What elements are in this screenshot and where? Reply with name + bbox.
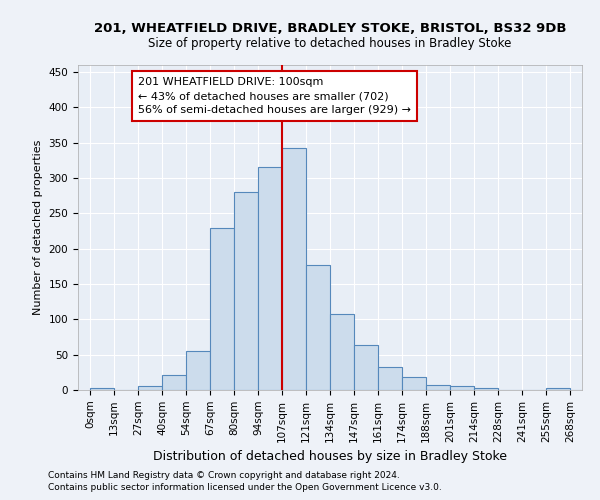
Bar	[330, 314, 354, 390]
Y-axis label: Number of detached properties: Number of detached properties	[33, 140, 43, 315]
Bar	[258, 168, 282, 390]
Bar	[354, 346, 378, 390]
Bar	[306, 265, 330, 390]
Text: Contains public sector information licensed under the Open Government Licence v3: Contains public sector information licen…	[48, 484, 442, 492]
Bar	[402, 378, 426, 390]
Bar	[426, 385, 450, 390]
Bar	[186, 351, 210, 390]
Bar	[450, 386, 474, 390]
Bar	[210, 228, 234, 390]
Bar	[234, 192, 258, 390]
X-axis label: Distribution of detached houses by size in Bradley Stoke: Distribution of detached houses by size …	[153, 450, 507, 463]
Bar	[90, 388, 114, 390]
Bar	[282, 148, 306, 390]
Text: Contains HM Land Registry data © Crown copyright and database right 2024.: Contains HM Land Registry data © Crown c…	[48, 471, 400, 480]
Text: 201 WHEATFIELD DRIVE: 100sqm
← 43% of detached houses are smaller (702)
56% of s: 201 WHEATFIELD DRIVE: 100sqm ← 43% of de…	[138, 77, 411, 115]
Bar	[546, 388, 570, 390]
Bar	[378, 368, 402, 390]
Bar	[474, 388, 498, 390]
Bar	[138, 386, 162, 390]
Text: Size of property relative to detached houses in Bradley Stoke: Size of property relative to detached ho…	[148, 38, 512, 51]
Bar	[162, 375, 186, 390]
Text: 201, WHEATFIELD DRIVE, BRADLEY STOKE, BRISTOL, BS32 9DB: 201, WHEATFIELD DRIVE, BRADLEY STOKE, BR…	[94, 22, 566, 36]
